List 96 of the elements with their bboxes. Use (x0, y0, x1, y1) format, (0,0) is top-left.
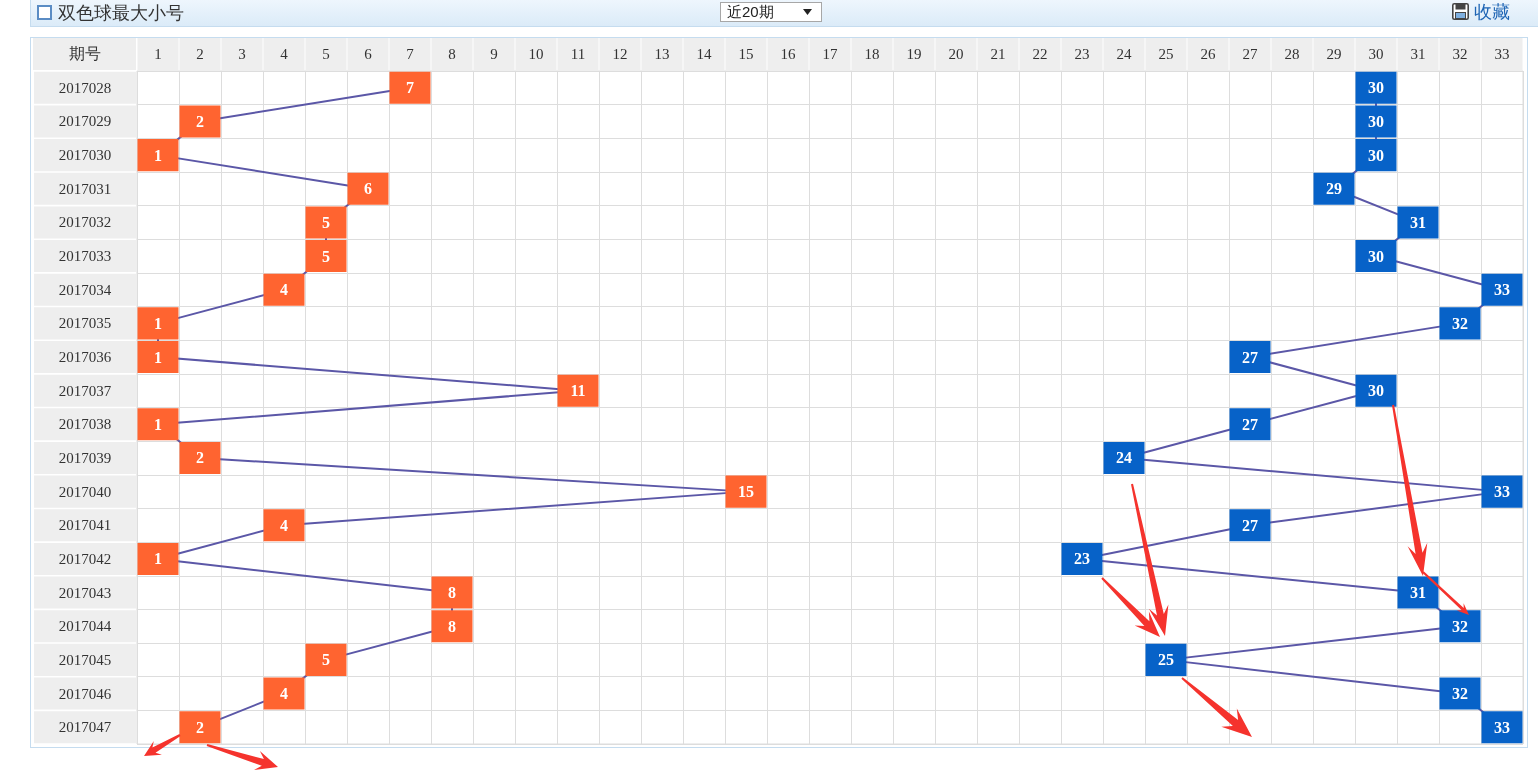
data-label: 8 (448, 584, 456, 602)
x-tick-label: 2 (196, 46, 204, 62)
data-label: 30 (1368, 146, 1384, 164)
x-tick-label: 16 (780, 46, 796, 62)
data-label: 33 (1494, 718, 1510, 736)
data-label: 4 (280, 516, 288, 534)
data-label: 27 (1242, 516, 1258, 534)
data-label: 30 (1368, 247, 1384, 265)
data-label: 23 (1074, 550, 1090, 568)
data-label: 6 (364, 180, 372, 198)
data-label: 27 (1242, 348, 1258, 366)
x-tick-label: 21 (990, 46, 1006, 62)
y-tick-label: 2017040 (58, 483, 112, 500)
x-tick-label: 19 (906, 46, 922, 62)
data-label: 24 (1116, 449, 1132, 467)
x-tick-label: 30 (1368, 46, 1384, 62)
x-tick-label: 6 (364, 46, 373, 62)
x-tick-label: 23 (1074, 46, 1090, 62)
x-tick-label: 11 (570, 46, 586, 62)
x-tick-label: 13 (654, 46, 670, 62)
data-label: 30 (1368, 79, 1384, 97)
x-tick-label: 10 (528, 46, 544, 62)
y-tick-label: 2017039 (58, 449, 112, 466)
chart-title: 双色球最大小号 (58, 2, 184, 24)
data-label: 7 (406, 79, 414, 97)
x-tick-label: 33 (1494, 46, 1510, 62)
data-label: 32 (1452, 617, 1468, 635)
y-tick-label: 2017038 (58, 416, 112, 433)
x-tick-label: 31 (1410, 46, 1426, 62)
data-label: 5 (322, 651, 330, 669)
data-label: 1 (154, 146, 162, 164)
y-tick-label: 2017028 (58, 79, 112, 96)
x-tick-label: 8 (448, 46, 456, 62)
y-tick-label: 2017047 (58, 719, 112, 736)
y-tick-label: 2017046 (58, 685, 112, 702)
data-label: 11 (570, 382, 586, 400)
data-label: 32 (1452, 685, 1468, 703)
x-tick-label: 1 (154, 46, 162, 62)
x-tick-label: 15 (738, 46, 754, 62)
y-tick-label: 2017044 (58, 618, 112, 635)
data-label: 27 (1242, 415, 1258, 433)
data-label: 1 (154, 415, 162, 433)
data-label: 4 (280, 281, 288, 299)
y-axis-title: 期号 (33, 38, 136, 70)
data-label: 32 (1452, 314, 1468, 332)
y-tick-label: 2017031 (58, 180, 112, 197)
data-label: 5 (322, 213, 330, 231)
y-tick-label: 2017035 (58, 315, 112, 332)
data-label: 30 (1368, 382, 1384, 400)
data-label: 33 (1494, 483, 1510, 501)
x-tick-label: 22 (1032, 46, 1048, 62)
x-tick-label: 29 (1326, 46, 1342, 62)
x-tick-label: 24 (1116, 46, 1132, 62)
data-label: 1 (154, 314, 162, 332)
x-tick-label: 3 (238, 46, 246, 62)
y-tick-label: 2017041 (58, 517, 112, 534)
data-label: 31 (1410, 213, 1426, 231)
y-tick-label: 2017034 (58, 281, 112, 298)
data-label: 5 (322, 247, 330, 265)
data-label: 2 (196, 718, 204, 736)
y-tick-label: 2017033 (58, 248, 112, 265)
y-tick-label: 2017030 (58, 147, 112, 164)
text: 收藏 (1474, 1, 1510, 23)
x-tick-label: 4 (280, 46, 289, 62)
y-tick-label: 2017045 (58, 651, 112, 668)
data-label: 30 (1368, 112, 1384, 130)
x-tick-label: 12 (612, 46, 628, 62)
y-tick-label: 2017037 (58, 382, 112, 399)
y-tick-label: 2017032 (58, 214, 112, 231)
x-tick-label: 26 (1200, 46, 1216, 62)
x-tick-label: 17 (822, 46, 838, 62)
data-label: 31 (1410, 584, 1426, 602)
data-label: 33 (1494, 281, 1510, 299)
data-label: 1 (154, 348, 162, 366)
x-tick-label: 7 (406, 46, 415, 62)
data-label: 2 (196, 449, 204, 467)
y-tick-label: 2017043 (58, 584, 112, 601)
x-tick-label: 20 (948, 46, 964, 62)
x-tick-label: 27 (1242, 46, 1258, 62)
data-label: 29 (1326, 180, 1342, 198)
data-label: 2 (196, 112, 204, 130)
x-tick-label: 32 (1452, 46, 1468, 62)
y-tick-label: 2017036 (58, 349, 112, 366)
y-tick-label: 2017029 (58, 113, 112, 130)
y-tick-label: 2017042 (58, 550, 112, 567)
x-tick-label: 5 (322, 46, 330, 62)
x-tick-label: 25 (1158, 46, 1174, 62)
data-label: 8 (448, 617, 456, 635)
data-label: 15 (738, 483, 754, 501)
x-tick-label: 9 (490, 46, 498, 62)
data-label: 4 (280, 685, 288, 703)
x-tick-label: 18 (864, 46, 880, 62)
x-tick-label: 14 (696, 46, 712, 62)
data-label: 25 (1158, 651, 1174, 669)
x-tick-label: 28 (1284, 46, 1300, 62)
data-label: 1 (154, 550, 162, 568)
